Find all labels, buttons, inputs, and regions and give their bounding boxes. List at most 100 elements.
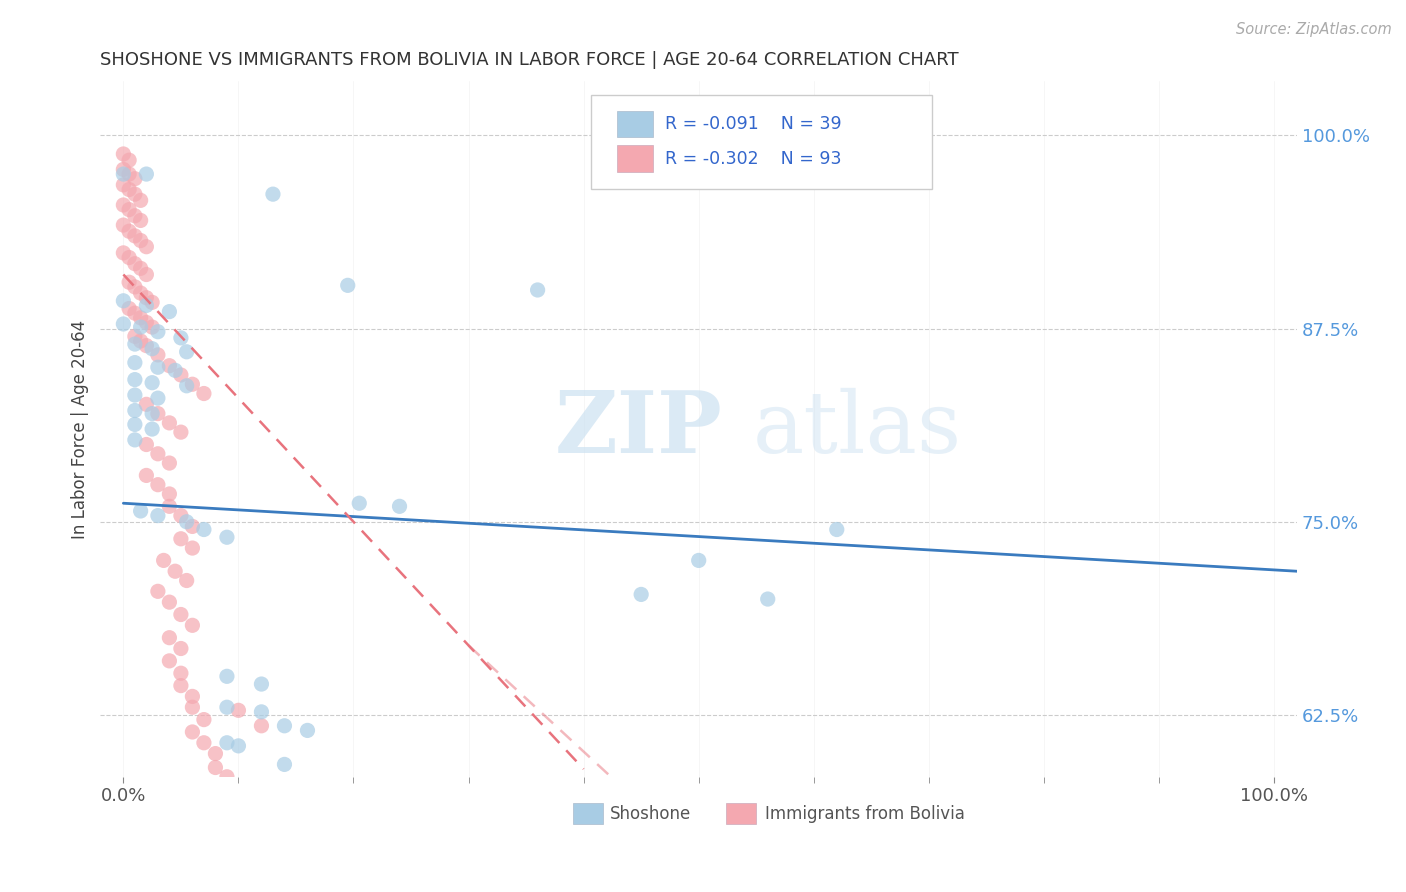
Point <box>146 360 169 375</box>
Point <box>215 530 238 544</box>
Point <box>129 261 152 276</box>
Point <box>118 275 141 289</box>
Point <box>176 574 198 588</box>
Point <box>112 178 135 192</box>
Point <box>141 320 163 334</box>
Point <box>630 587 652 601</box>
Point <box>129 320 152 334</box>
Point <box>146 348 169 362</box>
Point <box>112 162 135 177</box>
Point <box>124 306 146 320</box>
Point <box>141 376 163 390</box>
Point <box>129 213 152 227</box>
Point <box>124 228 146 243</box>
FancyBboxPatch shape <box>591 95 932 189</box>
Point <box>112 246 135 260</box>
Point <box>176 378 198 392</box>
Point <box>135 240 157 254</box>
Point <box>118 153 141 168</box>
Point <box>170 666 193 681</box>
Point <box>135 437 157 451</box>
Text: R = -0.302    N = 93: R = -0.302 N = 93 <box>665 150 842 168</box>
Point <box>129 286 152 301</box>
Point <box>165 564 187 578</box>
Point <box>135 468 157 483</box>
Point <box>273 757 295 772</box>
Point <box>170 368 193 382</box>
Point <box>124 209 146 223</box>
Point <box>215 700 238 714</box>
Point <box>146 407 169 421</box>
Point <box>146 447 169 461</box>
Point <box>193 736 215 750</box>
Point <box>193 523 215 537</box>
Point <box>181 690 204 704</box>
Point <box>170 425 193 439</box>
Point <box>228 703 250 717</box>
Point <box>146 325 169 339</box>
Point <box>176 515 198 529</box>
Text: Source: ZipAtlas.com: Source: ZipAtlas.com <box>1236 22 1392 37</box>
Point <box>118 224 141 238</box>
Point <box>273 719 295 733</box>
Point <box>204 760 226 774</box>
Bar <box>574 803 603 824</box>
Point <box>181 725 204 739</box>
Point <box>135 268 157 282</box>
Point <box>152 553 174 567</box>
Point <box>157 487 180 501</box>
Point <box>118 301 141 316</box>
Point <box>129 334 152 348</box>
Point <box>181 377 204 392</box>
Point <box>124 329 146 343</box>
Point <box>129 194 152 208</box>
Point <box>181 618 204 632</box>
Point <box>193 386 215 401</box>
Bar <box>727 803 756 824</box>
Point <box>170 508 193 523</box>
Text: SHOSHONE VS IMMIGRANTS FROM BOLIVIA IN LABOR FORCE | AGE 20-64 CORRELATION CHART: SHOSHONE VS IMMIGRANTS FROM BOLIVIA IN L… <box>100 51 959 69</box>
Point <box>141 422 163 436</box>
Point <box>124 171 146 186</box>
Point <box>297 723 319 738</box>
Point <box>146 391 169 405</box>
Point <box>193 713 215 727</box>
Point <box>124 373 146 387</box>
Point <box>124 433 146 447</box>
Point <box>112 218 135 232</box>
Point <box>112 293 135 308</box>
Point <box>157 416 180 430</box>
Point <box>228 739 250 753</box>
Point <box>157 500 180 514</box>
Point <box>215 736 238 750</box>
Point <box>112 198 135 212</box>
Point <box>124 417 146 432</box>
Point <box>129 234 152 248</box>
Point <box>157 304 180 318</box>
Point <box>262 187 284 202</box>
Point <box>170 532 193 546</box>
Point <box>165 363 187 377</box>
Point <box>250 677 273 691</box>
Point <box>204 747 226 761</box>
Point <box>118 202 141 217</box>
Point <box>170 641 193 656</box>
Point <box>388 500 411 514</box>
Bar <box>617 145 654 172</box>
Point <box>129 310 152 325</box>
Point <box>124 187 146 202</box>
Point <box>124 356 146 370</box>
Point <box>181 700 204 714</box>
Point <box>756 592 779 607</box>
Point <box>118 182 141 196</box>
Point <box>135 338 157 352</box>
Point <box>688 553 710 567</box>
Text: R = -0.091    N = 39: R = -0.091 N = 39 <box>665 115 842 133</box>
Text: atlas: atlas <box>752 387 962 471</box>
Point <box>336 278 359 293</box>
Point <box>124 337 146 351</box>
Bar <box>617 111 654 137</box>
Point <box>141 295 163 310</box>
Point <box>112 317 135 331</box>
Point <box>124 403 146 417</box>
